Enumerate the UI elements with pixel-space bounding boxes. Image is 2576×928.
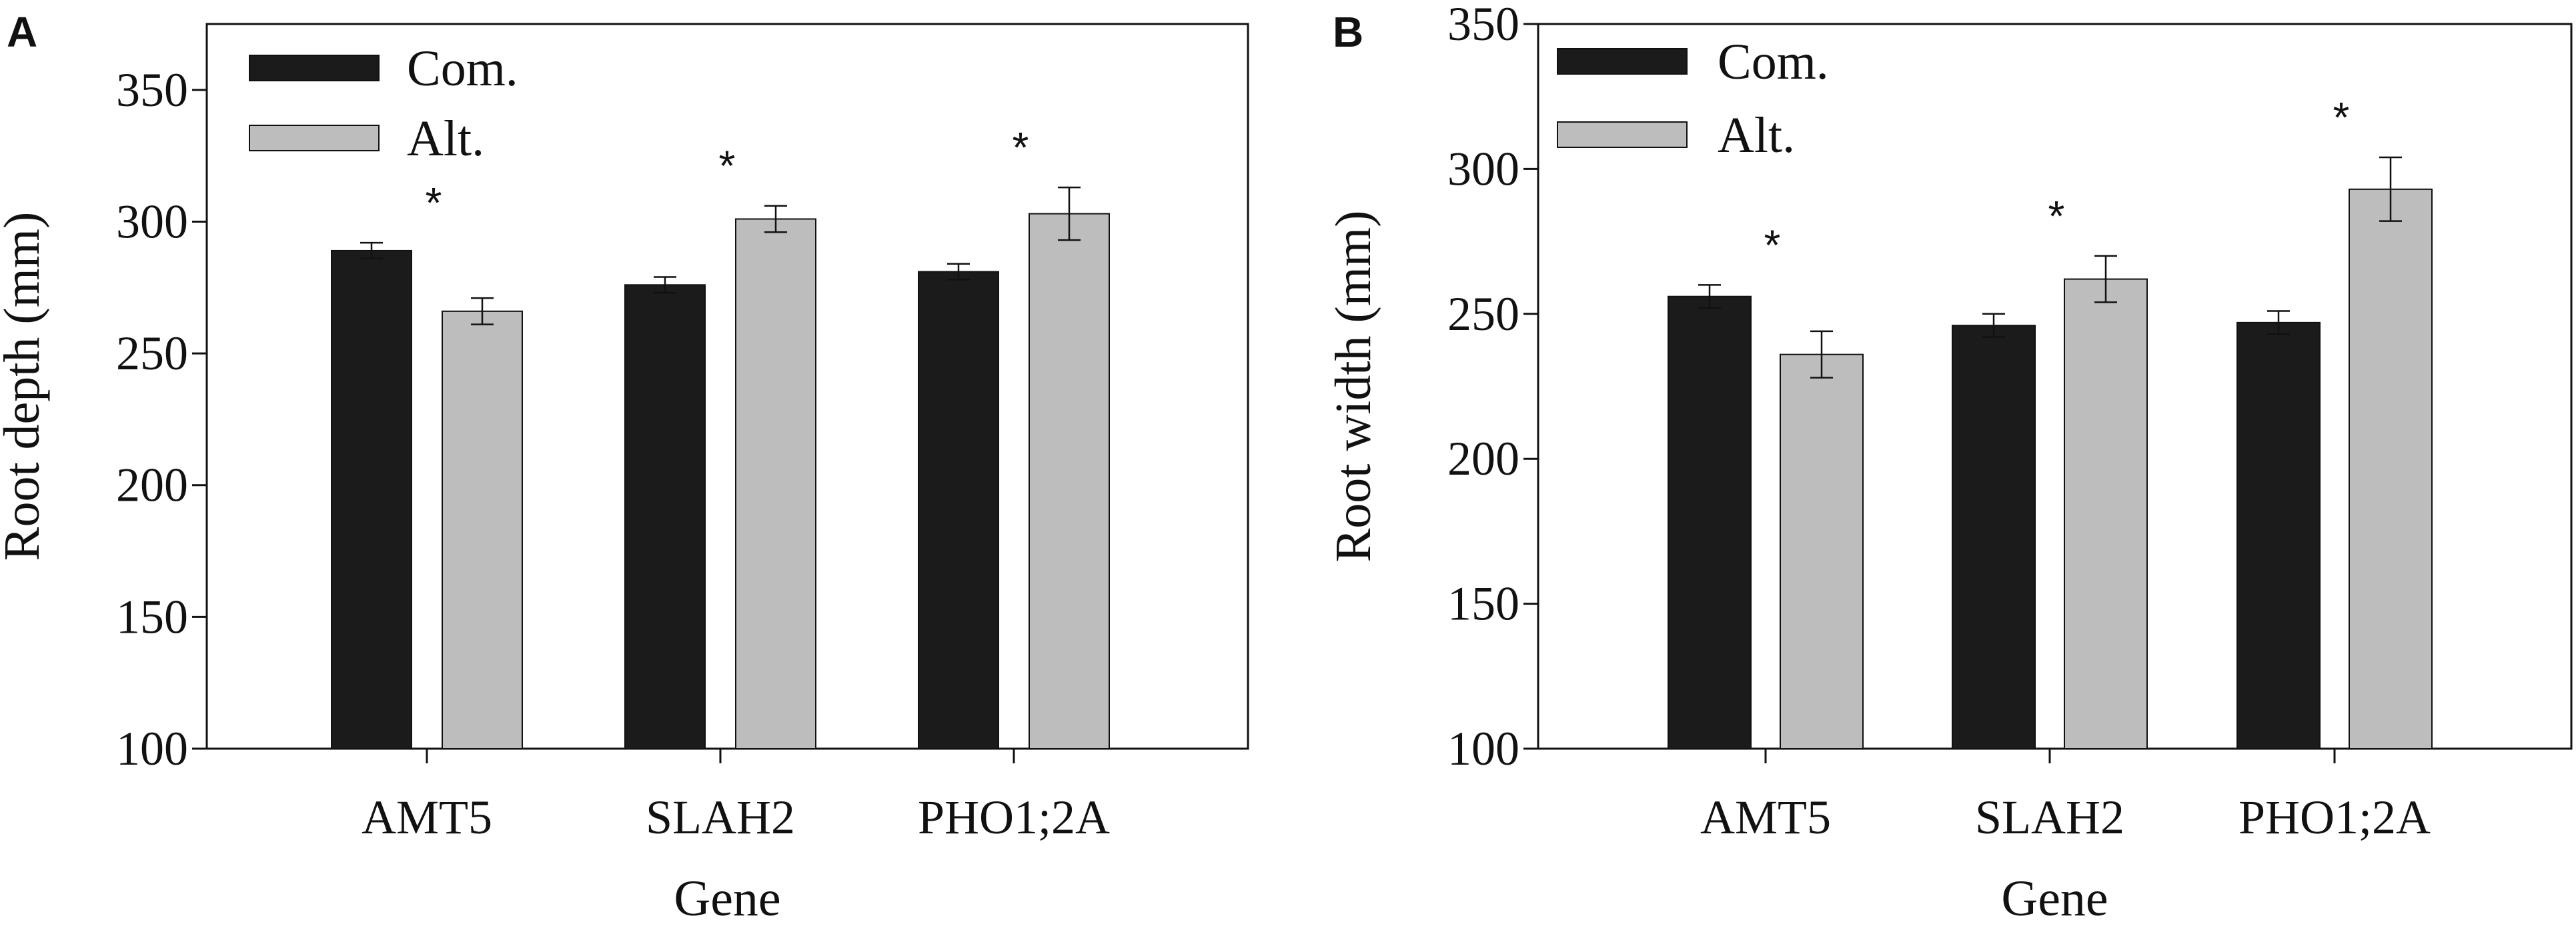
y-tick-label: 100: [1447, 722, 1519, 775]
bar-com: [918, 271, 999, 750]
bar-com: [624, 284, 706, 749]
y-axis-label: Root width (mm): [1325, 211, 1381, 563]
y-tick-label: 300: [1447, 142, 1519, 195]
x-tick-label: AMT5: [1700, 791, 1831, 844]
bar-com: [2236, 321, 2321, 749]
x-axis-label: Gene: [674, 871, 780, 927]
y-axis-label: Root depth (mm): [0, 212, 50, 561]
bar-alt: [442, 310, 523, 749]
legend-swatch-alt: [249, 125, 380, 151]
bar-com: [1668, 295, 1752, 750]
legend-label-alt: Alt.: [1718, 107, 1795, 163]
y-tick-label: 150: [116, 590, 188, 643]
x-tick-label: AMT5: [362, 791, 492, 844]
bar-alt: [735, 218, 816, 749]
plot-frame: [205, 23, 1249, 750]
y-tick-label: 350: [1447, 0, 1519, 51]
significance-star: *: [1013, 123, 1029, 171]
bar-alt: [1029, 213, 1110, 749]
significance-star: *: [2048, 192, 2065, 240]
x-tick-label: PHO1;2A: [918, 791, 1110, 844]
legend-swatch-alt: [1557, 121, 1688, 148]
significance-star: *: [426, 179, 442, 227]
y-tick-label: 200: [116, 459, 188, 512]
y-tick-label: 200: [1447, 432, 1519, 485]
bar-alt: [2349, 188, 2433, 749]
legend-label-com: Com.: [1718, 34, 1829, 90]
significance-star: *: [719, 142, 736, 190]
significance-star: *: [1764, 221, 1781, 269]
bar-com: [1952, 325, 2036, 749]
panel-a: A 100 150 200 250 300 350 Root depth (mm) Gene AM…: [0, 8, 1249, 927]
x-tick-label: SLAH2: [1975, 791, 2124, 844]
y-tick-label: 250: [1447, 287, 1519, 341]
plot-frame: [1537, 23, 2573, 750]
x-tick-label: SLAH2: [646, 791, 795, 844]
y-tick-label: 300: [116, 195, 188, 248]
x-axis-label: Gene: [2001, 871, 2108, 927]
panel-letter: B: [1333, 8, 1363, 56]
legend-swatch-com: [249, 55, 380, 81]
y-tick-label: 100: [116, 722, 188, 775]
y-tick-label: 250: [116, 327, 188, 380]
significance-star: *: [2333, 93, 2350, 141]
bar-alt: [1780, 353, 1864, 749]
y-tick-label: 350: [116, 63, 188, 117]
panel-b: B 100 150 200 250 300 350 Root width (mm) Gene AM…: [1325, 0, 2573, 927]
y-tick-label: 150: [1447, 577, 1519, 631]
bar-com: [331, 249, 412, 749]
legend-label-alt: Alt.: [407, 111, 484, 167]
legend-swatch-com: [1557, 48, 1688, 75]
x-tick-label: PHO1;2A: [2238, 791, 2431, 844]
legend-label-com: Com.: [407, 41, 518, 97]
panel-letter: A: [7, 8, 37, 56]
bar-alt: [2064, 278, 2148, 749]
